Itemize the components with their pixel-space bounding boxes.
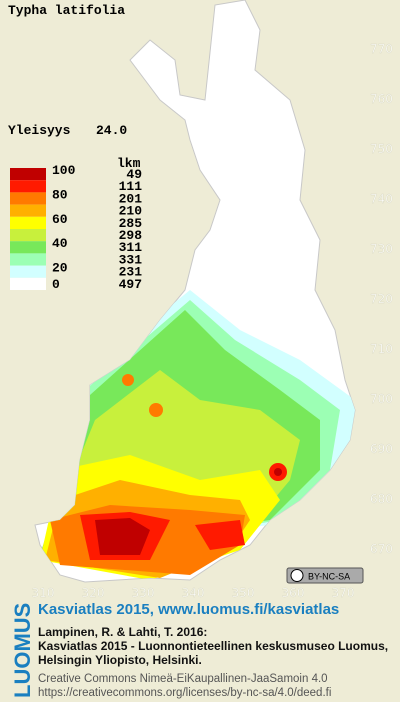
legend-scale-label: 100 [52, 163, 76, 178]
y-grid-label: 770 [370, 42, 393, 56]
license-badge: BY-NC-SA [286, 567, 364, 584]
x-grid-label: 330 [132, 586, 155, 600]
y-grid-label: 750 [370, 142, 393, 156]
legend-scale-label: 80 [52, 187, 68, 202]
legend-swatch [10, 204, 46, 217]
legend-scale-label: 0 [52, 277, 60, 292]
legend-count: 298 [119, 228, 143, 243]
legend-count: 111 [119, 179, 143, 194]
legend-count: 331 [119, 252, 143, 267]
legend-swatch [10, 216, 46, 229]
legend-swatch [10, 180, 46, 193]
finland-map [34, 0, 356, 583]
legend-count: 231 [119, 265, 143, 280]
y-grid-label: 740 [370, 192, 393, 206]
x-grid-label: 350 [232, 586, 255, 600]
frequency-value: 24.0 [96, 123, 127, 138]
y-grid-label: 730 [370, 242, 393, 256]
x-grid-label: 310 [32, 586, 55, 600]
legend-scale-label: 40 [52, 236, 68, 251]
y-grid-label: 690 [370, 442, 393, 456]
legend-swatch [10, 253, 46, 266]
badge-text: BY-NC-SA [308, 572, 350, 582]
x-grid-label: 340 [182, 586, 205, 600]
count-header: lkm [117, 156, 141, 171]
legend-swatch [10, 241, 46, 254]
legend-swatch [10, 192, 46, 205]
brand: LUOMUS [10, 603, 35, 698]
legend-swatch [10, 168, 46, 181]
legend-count: 210 [119, 204, 143, 219]
site-link[interactable]: Kasviatlas 2015, www.luomus.fi/kasviatla… [38, 601, 339, 618]
y-grid-label: 680 [370, 492, 393, 506]
badge-frame [286, 567, 364, 584]
license-line: Creative Commons Nimeä-EiKaupallinen-Jaa… [38, 673, 328, 685]
x-grid-label: 360 [282, 586, 305, 600]
cc-icon [290, 569, 304, 582]
species-title: Typha latifolia [8, 3, 125, 18]
x-grid-label: 370 [332, 586, 355, 600]
citation-line: Lampinen, R. & Lahti, T. 2016: [38, 625, 207, 639]
legend-count: 201 [119, 191, 143, 206]
x-grid-label: 320 [82, 586, 105, 600]
legend-swatch [10, 277, 46, 290]
legend-scale-label: 60 [52, 212, 68, 227]
legend-swatch [10, 265, 46, 278]
license-line: https://creativecommons.org/licenses/by-… [38, 687, 331, 699]
legend-count: 311 [119, 240, 143, 255]
legend-count: 497 [119, 277, 142, 292]
citation-line: Kasviatlas 2015 - Luonnontieteellinen ke… [38, 639, 388, 653]
legend-count: 49 [126, 167, 142, 182]
y-grid-label: 670 [370, 542, 393, 556]
citation-line: Helsingin Yliopisto, Helsinki. [38, 653, 202, 667]
grid-labels: 310 320 330 340 350 360 370 670 680 690 700 710 720 7… [31, 42, 393, 600]
y-grid-label: 700 [370, 392, 393, 406]
frequency-label: Yleisyys [8, 123, 71, 138]
legend-scale-label: 20 [52, 261, 68, 276]
license-text: Creative Commons Nimeä-EiKaupallinen-Jaa… [38, 673, 331, 699]
y-grid-label: 710 [370, 342, 393, 356]
y-grid-label: 760 [370, 92, 393, 106]
citation: Lampinen, R. & Lahti, T. 2016:Kasviatlas… [38, 625, 388, 667]
legend-count: 285 [119, 216, 143, 231]
y-grid-label: 720 [370, 292, 393, 306]
legend-swatch [10, 229, 46, 242]
